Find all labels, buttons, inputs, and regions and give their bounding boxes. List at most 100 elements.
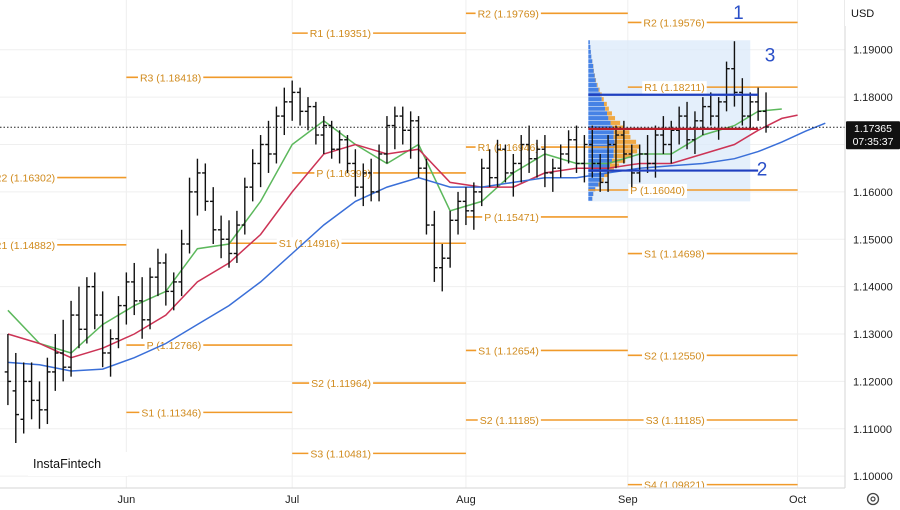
ohlc-bar [399, 106, 406, 145]
ohlc-bar [194, 158, 201, 216]
ohlc-bar [154, 248, 162, 297]
ohlc-bar [707, 92, 714, 126]
ohlc-bar [423, 158, 430, 235]
ohlc-bar [462, 187, 470, 226]
ohlc-bar [67, 300, 75, 377]
profile-bar-blue [588, 97, 602, 102]
x-tick-label: Oct [789, 494, 806, 506]
pivot-label-bg [0, 171, 58, 186]
ohlc-bar [288, 80, 296, 121]
ohlc-bar [660, 116, 667, 154]
ohlc-bar [454, 191, 462, 235]
ohlc-bar [478, 158, 485, 207]
pivot-label: R1 (1.14882) [0, 240, 55, 252]
price-axis[interactable] [845, 0, 900, 510]
logo-text: InstaFintech [33, 457, 101, 471]
ohlc-bar [178, 229, 185, 297]
pivot-label: P (1.16040) [630, 185, 685, 197]
ohlc-bar [518, 135, 525, 183]
profile-bar-blue [588, 111, 607, 116]
ohlc-bar [502, 144, 509, 183]
profile-bar-blue [588, 116, 609, 121]
profile-bar-blue [588, 87, 599, 92]
ohlc-bar [541, 135, 549, 188]
y-tick-label: 1.10000 [853, 471, 893, 483]
wave-label: 1 [733, 3, 744, 24]
profile-bar-orange [601, 97, 604, 102]
profile-bar-orange [613, 130, 630, 135]
pivot-label: R2 (1.19576) [643, 17, 704, 29]
y-tick-label: 1.11000 [853, 424, 892, 436]
ohlc-bar [99, 291, 106, 368]
ohlc-bar [596, 153, 604, 192]
ohlc-bar [360, 163, 367, 207]
pivot-label: P (1.16399) [316, 168, 371, 180]
y-tick-label: 1.15000 [853, 234, 893, 246]
profile-bar-blue [588, 153, 614, 159]
ohlc-bar [683, 101, 691, 150]
moving-average-line [7, 122, 826, 372]
profile-bar-blue [588, 101, 605, 107]
ohlc-bar [557, 144, 564, 178]
profile-bar-blue [588, 177, 602, 182]
moving-average-line [7, 108, 782, 354]
wave-labels: 1 3 2 [733, 3, 775, 180]
ohlc-bar [431, 210, 438, 282]
profile-bar-blue [588, 49, 591, 54]
profile-bar-blue [588, 130, 614, 135]
ohlc-bar [652, 125, 659, 178]
time-axis[interactable] [0, 488, 845, 510]
profile-bar-blue [588, 139, 615, 144]
pivot-label-bg [276, 237, 342, 252]
x-tick-label: Sep [618, 494, 638, 506]
ohlc-bar [52, 334, 59, 391]
ohlc-bar [44, 357, 51, 425]
ohlc-bar [636, 144, 643, 183]
profile-bar-blue [588, 82, 597, 88]
ohlc-bar [12, 352, 19, 443]
profile-bar-orange [612, 125, 625, 130]
pivot-label: P (1.15471) [484, 212, 539, 224]
ohlc-bar [375, 144, 383, 202]
ohlc-bar [304, 97, 312, 131]
profile-bar-orange [598, 182, 600, 187]
ohlc-bar [525, 125, 533, 173]
ohlc-bar [628, 144, 635, 188]
ohlc-bar [146, 267, 154, 330]
pivot-label-bg [144, 339, 204, 354]
profile-bar-blue [588, 163, 610, 168]
profile-bar-orange [596, 82, 598, 88]
x-tick-label: Jun [117, 494, 135, 506]
ohlc-bar [415, 116, 422, 178]
currency-box[interactable] [845, 0, 900, 26]
y-tick-label: 1.18000 [853, 92, 893, 104]
x-tick-label: Jul [285, 494, 299, 506]
profile-bar-blue [588, 45, 591, 50]
ohlc-bar [581, 135, 588, 183]
pivot-label-bg [628, 183, 687, 198]
ohlc-bar [573, 125, 580, 173]
ohlc-bar [344, 135, 351, 173]
ohlc-bar [59, 319, 67, 382]
ohlc-bar [28, 362, 35, 420]
profile-bar-blue [588, 120, 611, 125]
ohlc-bar [510, 153, 517, 197]
profile-bar-blue [588, 125, 613, 130]
y-tick-label: 1.14000 [853, 282, 893, 294]
ohlc-bar [20, 362, 27, 434]
settings-gear-icon[interactable] [866, 492, 880, 506]
ohlc-bar [186, 177, 193, 254]
profile-bar-blue [588, 59, 593, 64]
profile-bar-blue [588, 182, 599, 187]
ohlc-bar [170, 272, 177, 311]
profile-bar-orange [604, 101, 607, 107]
y-tick-label: 1.16000 [853, 187, 893, 199]
pivot-label-bg [642, 247, 707, 262]
y-tick-label: 1.19000 [853, 45, 893, 57]
profile-bar-orange [605, 106, 609, 111]
pivot-label-bg [309, 377, 374, 392]
currency-label: USD [851, 8, 874, 20]
pivot-label-bg [0, 238, 58, 253]
profile-bar-orange [613, 149, 638, 154]
